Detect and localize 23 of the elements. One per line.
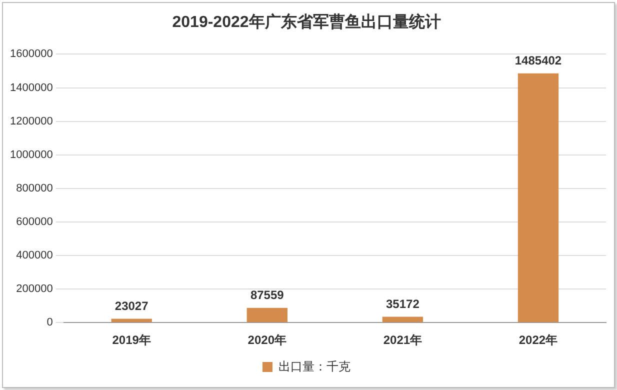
data-label: 1485402 [514,54,562,68]
bar [382,316,424,322]
x-tick-label: 2021年 [383,333,422,348]
y-tick-label: 400000 [16,250,53,262]
y-tick-label: 1000000 [10,148,53,161]
y-tick-label: 800000 [16,182,53,194]
y-tick-label: 1400000 [10,82,53,94]
y-tick-label: 1200000 [10,115,53,128]
y-tick-label: 600000 [16,216,53,228]
bar [111,318,152,322]
x-tick-label: 2020年 [248,333,286,348]
chart-title: 2019-2022年广东省军曹鱼出口量统计 [172,13,441,32]
data-label: 23027 [114,299,149,314]
x-tick-label: 2019年 [112,333,151,348]
y-tick-label: 1600000 [10,48,53,60]
bar [518,73,559,322]
y-tick-label: 0 [46,316,53,329]
data-label: 35172 [386,297,420,312]
legend-label: 出口量：千克 [278,359,350,374]
y-tick-label: 200000 [16,283,53,296]
bar [246,308,288,322]
data-label: 87559 [250,288,284,302]
x-tick-label: 2022年 [518,333,558,348]
